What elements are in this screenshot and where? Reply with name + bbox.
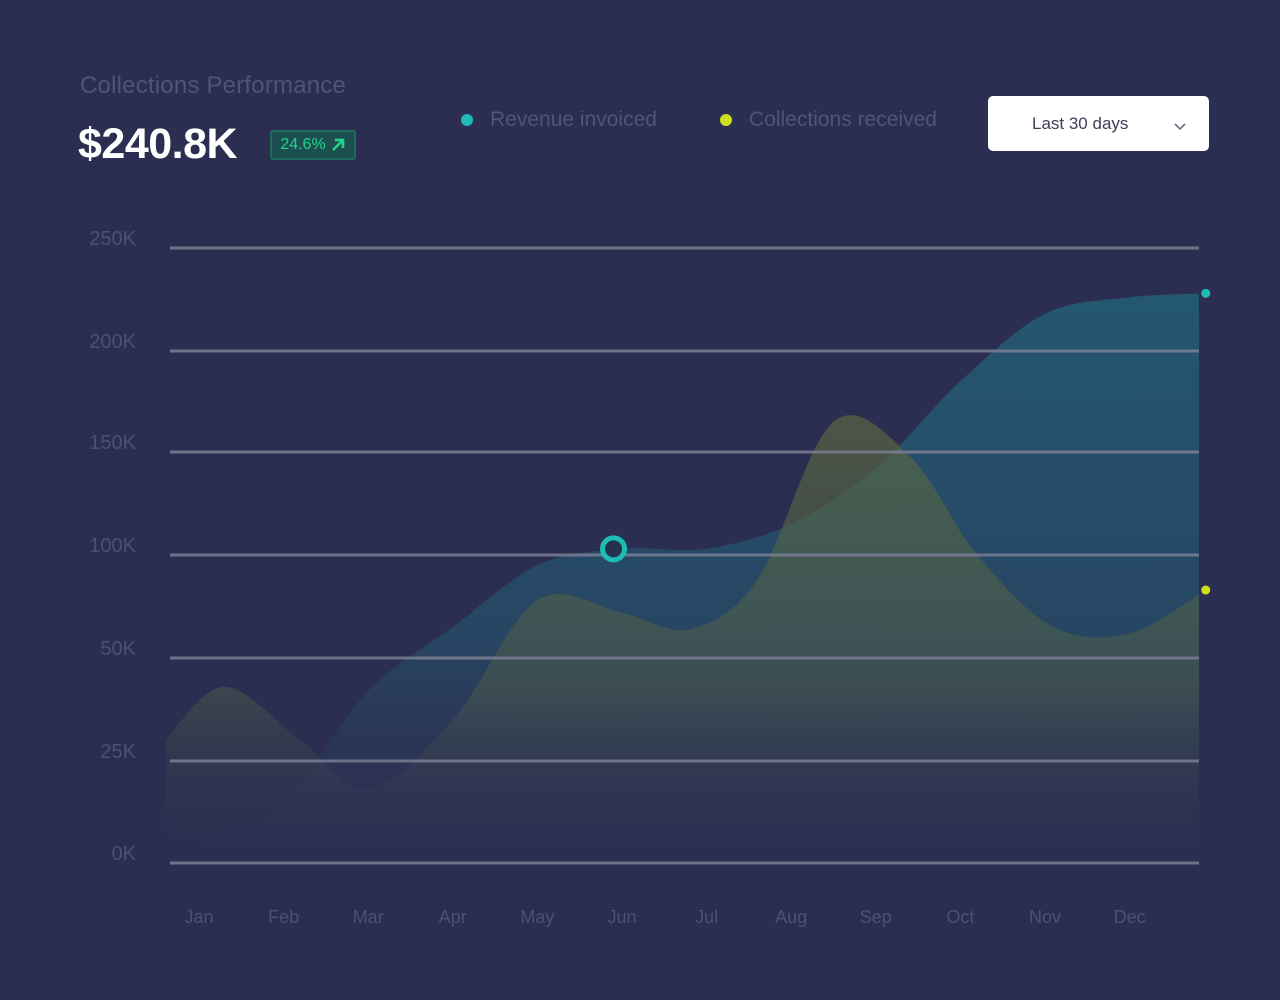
x-tick-label: Mar — [353, 907, 384, 927]
x-tick-label: Feb — [268, 907, 299, 927]
endpoint-marker-collections — [1201, 585, 1211, 595]
y-tick-label: 100K — [89, 535, 136, 557]
y-tick-label: 250K — [89, 228, 136, 250]
kpi-value: $240.8K — [78, 120, 238, 168]
y-tick-label: 200K — [89, 331, 136, 353]
y-tick-label: 50K — [100, 638, 136, 660]
legend-dot-collections — [720, 114, 732, 126]
legend-item-collections[interactable]: Collections received — [720, 108, 937, 132]
y-tick-label: 25K — [100, 741, 136, 763]
chevron-down-icon — [1173, 117, 1187, 137]
legend-item-revenue[interactable]: Revenue invoiced — [461, 108, 657, 132]
arrow-up-right-icon — [330, 137, 346, 153]
x-tick-label: Sep — [860, 907, 892, 927]
chart-title: Collections Performance — [80, 72, 347, 99]
change-badge-label: 24.6% — [280, 136, 326, 153]
x-tick-label: May — [520, 907, 554, 927]
x-tick-label: Oct — [946, 907, 974, 927]
area-collections — [166, 415, 1199, 863]
x-tick-label: Aug — [775, 907, 807, 927]
x-tick-label: Jul — [695, 907, 718, 927]
legend-label-collections: Collections received — [749, 108, 937, 131]
x-tick-label: Nov — [1029, 907, 1061, 927]
x-tick-label: Dec — [1114, 907, 1146, 927]
y-tick-label: 0K — [112, 843, 137, 865]
change-badge: 24.6% — [270, 130, 356, 160]
x-tick-label: Jun — [607, 907, 636, 927]
highlight-point[interactable] — [600, 535, 628, 563]
legend-label-revenue: Revenue invoiced — [490, 108, 657, 131]
x-tick-label: Apr — [439, 907, 467, 927]
legend-dot-revenue — [461, 114, 473, 126]
x-tick-label: Jan — [184, 907, 213, 927]
date-range-value: Last 30 days — [1032, 113, 1129, 133]
date-range-select[interactable]: Last 30 days — [988, 96, 1209, 151]
y-tick-label: 150K — [89, 432, 136, 454]
endpoint-marker-revenue — [1201, 288, 1211, 298]
